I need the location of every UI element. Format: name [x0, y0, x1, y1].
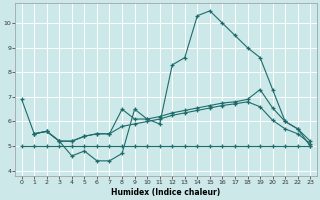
X-axis label: Humidex (Indice chaleur): Humidex (Indice chaleur) [111, 188, 220, 197]
